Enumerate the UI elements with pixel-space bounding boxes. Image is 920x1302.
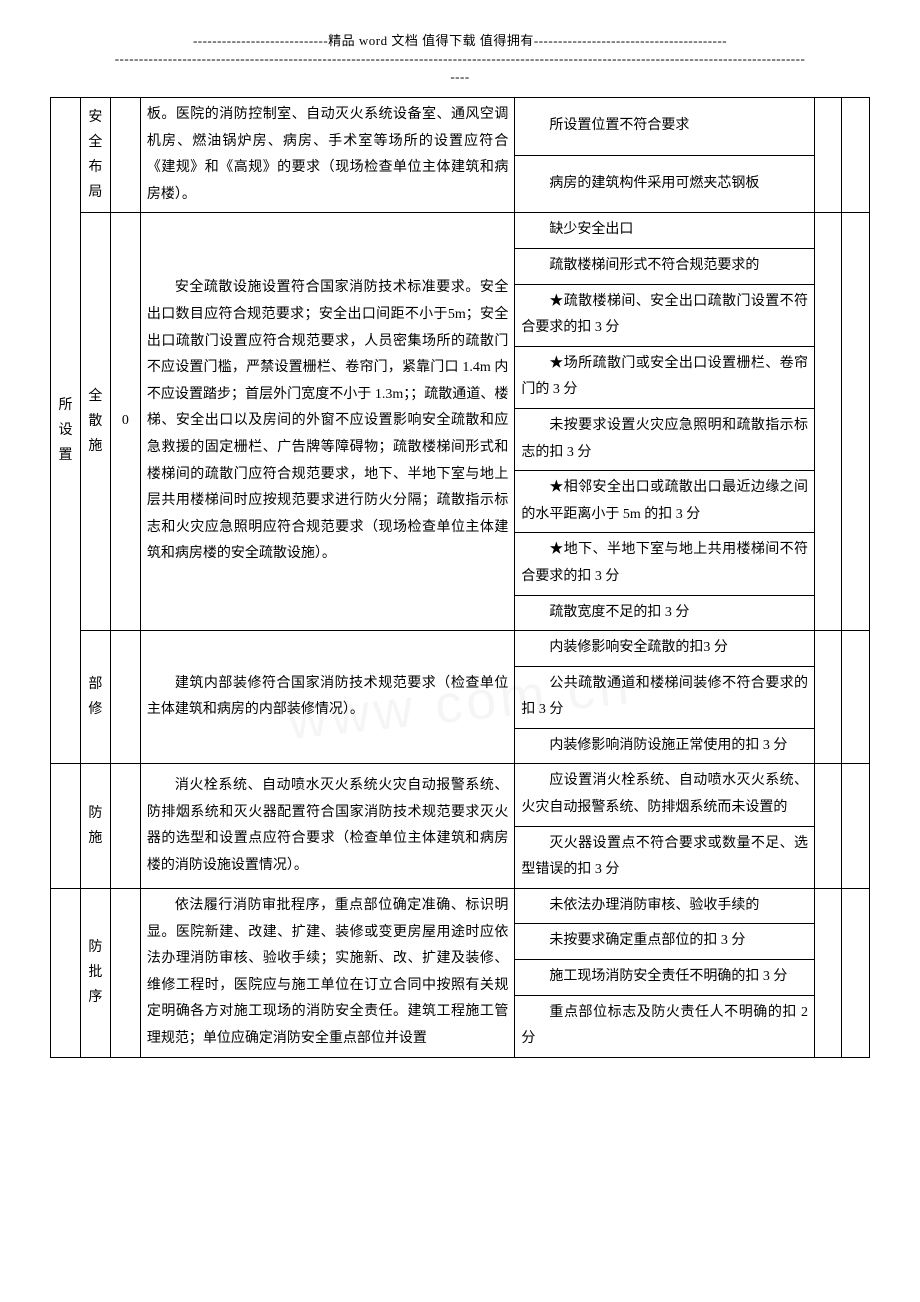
desc-cell: 建筑内部装修符合国家消防技术规范要求（检查单位主体建筑和病房的内部装修情况）。 (140, 631, 515, 764)
assessment-table: 所设置 安全布局 板。医院的消防控制室、自动灭火系统设备室、通风空调机房、燃油锅… (50, 97, 870, 1058)
table-row: 所设置 安全布局 板。医院的消防控制室、自动灭火系统设备室、通风空调机房、燃油锅… (51, 98, 870, 156)
header-dash-left: ---------------------------- (193, 33, 328, 48)
crit-cell: 未按要求设置火灾应急照明和疏散指示标志的扣 3 分 (515, 408, 815, 470)
blank-cell (815, 213, 842, 631)
header-title: 精品 word 文档 值得下载 值得拥有 (328, 33, 534, 48)
score-cell (110, 98, 140, 213)
desc-cell: 消火栓系统、自动喷水灭火系统火灾自动报警系统、防排烟系统和灭火器配置符合国家消防… (140, 764, 515, 888)
crit-cell: ★地下、半地下室与地上共用楼梯间不符合要求的扣 3 分 (515, 533, 815, 595)
crit-cell: 未依法办理消防审核、验收手续的 (515, 888, 815, 924)
crit-cell: 内装修影响消防设施正常使用的扣 3 分 (515, 728, 815, 764)
desc-cell: 安全疏散设施设置符合国家消防技术标准要求。安全出口数目应符合规范要求；安全出口间… (140, 213, 515, 631)
table-row: 防 批 序 依法履行消防审批程序，重点部位确定准确、标识明显。医院新建、改建、扩… (51, 888, 870, 924)
score-cell (110, 764, 140, 888)
blank-cell (842, 764, 870, 888)
header-dash-right: ---------------------------------------- (534, 33, 727, 48)
page-content: ----------------------------精品 word 文档 值… (50, 30, 870, 1058)
score-cell (110, 631, 140, 764)
crit-cell: 施工现场消防安全责任不明确的扣 3 分 (515, 960, 815, 996)
blank-cell (815, 764, 842, 888)
table-row: 全 散 施 0 安全疏散设施设置符合国家消防技术标准要求。安全出口数目应符合规范… (51, 213, 870, 249)
crit-cell: 疏散楼梯间形式不符合规范要求的 (515, 248, 815, 284)
crit-cell: 重点部位标志及防火责任人不明确的扣 2 分 (515, 995, 815, 1057)
category-cell (51, 888, 81, 1057)
subcat-cell: 部 修 (80, 631, 110, 764)
crit-cell: 缺少安全出口 (515, 213, 815, 249)
crit-cell: ★场所疏散门或安全出口设置栅栏、卷帘门的 3 分 (515, 346, 815, 408)
crit-cell: 内装修影响安全疏散的扣3 分 (515, 631, 815, 667)
desc-cell: 依法履行消防审批程序，重点部位确定准确、标识明显。医院新建、改建、扩建、装修或变… (140, 888, 515, 1057)
category-cell (51, 764, 81, 888)
subcat-cell: 安全布局 (80, 98, 110, 213)
blank-cell (815, 888, 842, 1057)
crit-cell: 病房的建筑构件采用可燃夹芯钢板 (515, 155, 815, 213)
subcat-cell: 全 散 施 (80, 213, 110, 631)
subcat-cell: 防 批 序 (80, 888, 110, 1057)
crit-cell: 疏散宽度不足的扣 3 分 (515, 595, 815, 631)
crit-cell: ★相邻安全出口或疏散出口最近边缘之间的水平距离小于 5m 的扣 3 分 (515, 471, 815, 533)
header-line-3: ---- (50, 69, 870, 85)
blank-cell (842, 631, 870, 764)
table-row: 部 修 建筑内部装修符合国家消防技术规范要求（检查单位主体建筑和病房的内部装修情… (51, 631, 870, 667)
desc-cell: 板。医院的消防控制室、自动灭火系统设备室、通风空调机房、燃油锅炉房、病房、手术室… (140, 98, 515, 213)
blank-cell (842, 213, 870, 631)
crit-cell: 所设置位置不符合要求 (515, 98, 815, 156)
table-row: 防 施 消火栓系统、自动喷水灭火系统火灾自动报警系统、防排烟系统和灭火器配置符合… (51, 764, 870, 826)
category-cell: 所设置 (51, 98, 81, 764)
header-line-1: ----------------------------精品 word 文档 值… (50, 30, 870, 49)
crit-cell: 应设置消火栓系统、自动喷水灭火系统、火灾自动报警系统、防排烟系统而未设置的 (515, 764, 815, 826)
subcat-cell: 防 施 (80, 764, 110, 888)
crit-cell: 灭火器设置点不符合要求或数量不足、选型错误的扣 3 分 (515, 826, 815, 888)
crit-cell: 未按要求确定重点部位的扣 3 分 (515, 924, 815, 960)
blank-cell (815, 631, 842, 764)
blank-cell (815, 98, 842, 213)
blank-cell (842, 98, 870, 213)
header-line-2: ----------------------------------------… (50, 51, 870, 67)
blank-cell (842, 888, 870, 1057)
crit-cell: ★疏散楼梯间、安全出口疏散门设置不符合要求的扣 3 分 (515, 284, 815, 346)
crit-cell: 公共疏散通道和楼梯间装修不符合要求的扣 3 分 (515, 666, 815, 728)
